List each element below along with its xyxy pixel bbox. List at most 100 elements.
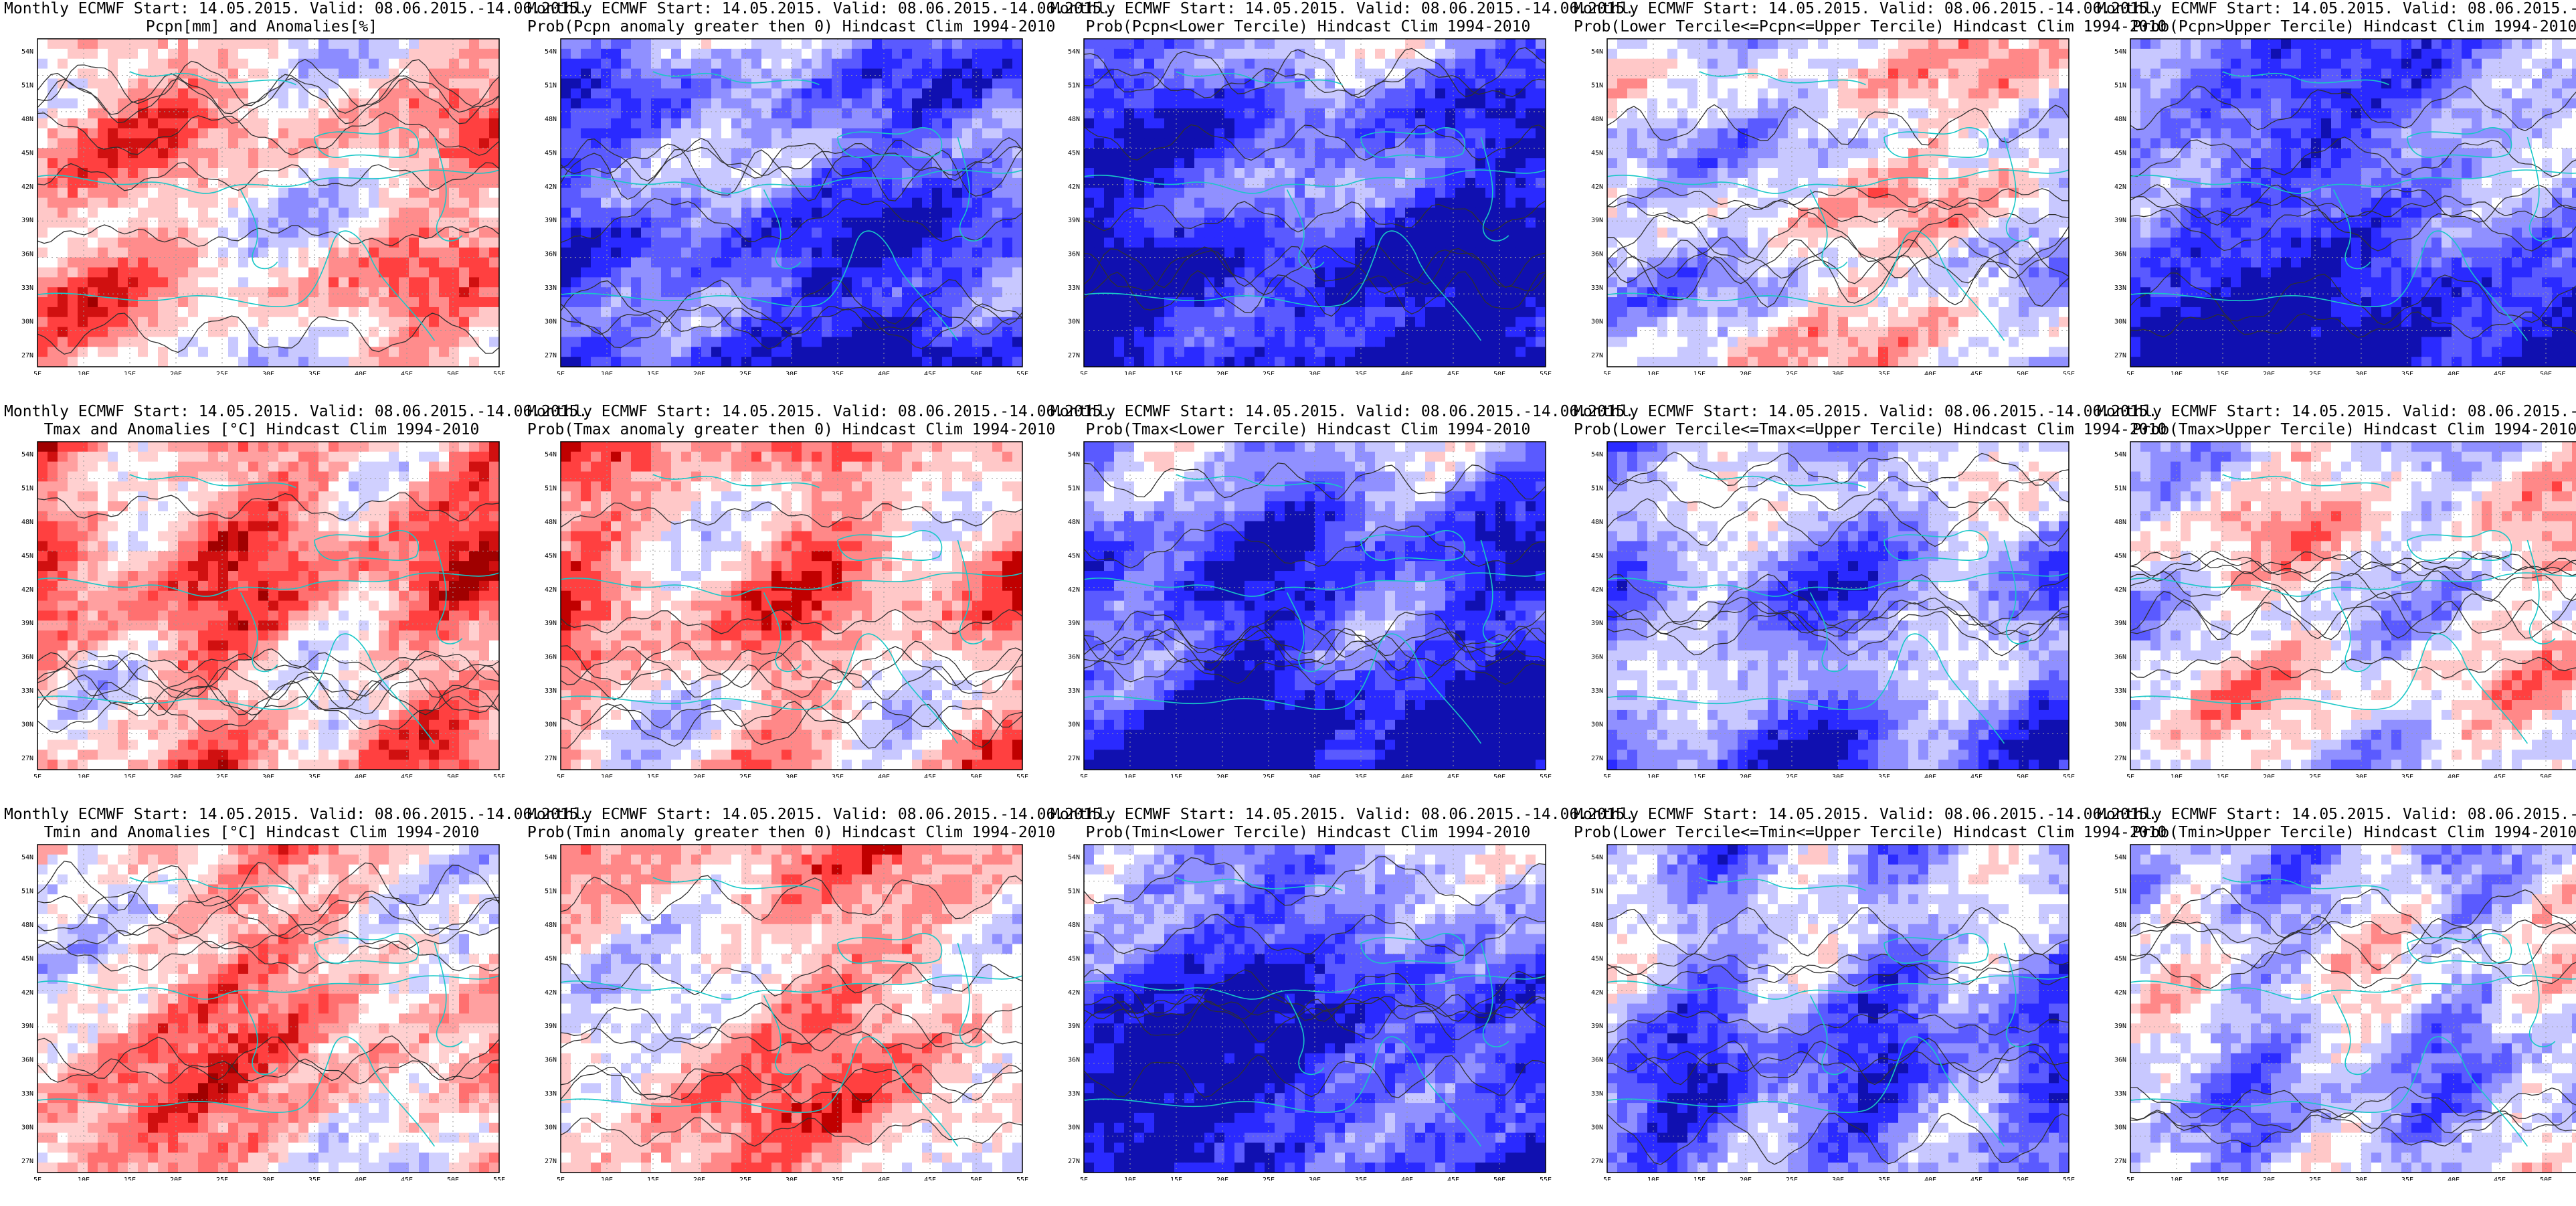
panel-title-line1: Monthly ECMWF Start: 14.05.2015. Valid: … (1050, 0, 1566, 18)
lon-tick-label: 15E (1693, 774, 1706, 778)
lat-tick-label: 27N (1068, 352, 1080, 359)
lat-tick-label: 48N (21, 922, 33, 929)
lat-tick-label: 51N (1591, 887, 1603, 895)
lat-tick-label: 54N (21, 48, 33, 56)
lon-tick-label: 35E (1355, 1177, 1367, 1181)
lon-tick-label: 30E (786, 1177, 798, 1181)
panel-title: Monthly ECMWF Start: 14.05.2015. Valid: … (4, 0, 519, 36)
lat-tick-label: 42N (1591, 989, 1603, 997)
lon-tick-label: 45E (1447, 371, 1459, 375)
lat-tick-label: 42N (2114, 586, 2126, 594)
lat-tick-label: 30N (21, 1124, 33, 1132)
lat-tick-label: 27N (21, 1158, 33, 1165)
lon-tick-label: 15E (1170, 371, 1182, 375)
lon-tick-label: 35E (1355, 774, 1367, 778)
panel-title: Monthly ECMWF Start: 14.05.2015. Valid: … (2097, 806, 2576, 842)
lon-tick-label: 25E (739, 774, 751, 778)
lon-tick-label: 5E (1603, 774, 1611, 778)
panel-title-line1: Monthly ECMWF Start: 14.05.2015. Valid: … (1574, 0, 2089, 18)
lon-tick-label: 30E (262, 1177, 274, 1181)
lon-tick-label: 25E (739, 1177, 751, 1181)
lat-tick-label: 33N (1591, 284, 1603, 292)
lat-tick-label: 48N (1068, 519, 1080, 526)
lat-tick-label: 45N (545, 955, 557, 962)
panel-title-line1: Monthly ECMWF Start: 14.05.2015. Valid: … (4, 806, 519, 824)
lat-tick-label: 39N (1068, 217, 1080, 224)
lon-tick-label: 30E (262, 371, 274, 375)
lat-tick-label: 36N (21, 1057, 33, 1064)
lon-tick-label: 5E (1080, 774, 1088, 778)
lat-tick-label: 27N (545, 352, 557, 359)
field-raster (2130, 39, 2576, 367)
lat-tick-label: 27N (1591, 755, 1603, 762)
panel-title-line2: Prob(Lower Tercile<=Pcpn<=Upper Tercile)… (1574, 18, 2089, 36)
lon-tick-label: 55E (493, 371, 505, 375)
lat-tick-label: 51N (1591, 82, 1603, 89)
lat-tick-label: 36N (1591, 1057, 1603, 1064)
panel-title-line1: Monthly ECMWF Start: 14.05.2015. Valid: … (1050, 806, 1566, 824)
panel-title-line2: Prob(Pcpn anomaly greater then 0) Hindca… (527, 18, 1042, 36)
lon-tick-label: 40E (355, 371, 367, 375)
panel-title-line2: Tmax and Anomalies [°C] Hindcast Clim 19… (4, 421, 519, 439)
lon-tick-label: 10E (1647, 1177, 1659, 1181)
panel-title-line2: Prob(Lower Tercile<=Tmax<=Upper Tercile)… (1574, 421, 2089, 439)
lat-tick-label: 48N (1591, 519, 1603, 526)
panel-title-line2: Prob(Tmax>Upper Tercile) Hindcast Clim 1… (2097, 421, 2576, 439)
lat-tick-label: 39N (2114, 217, 2126, 224)
lat-tick-label: 48N (545, 519, 557, 526)
lon-tick-label: 15E (2217, 774, 2229, 778)
lon-tick-label: 40E (355, 774, 367, 778)
lat-tick-label: 48N (545, 922, 557, 929)
lon-tick-label: 50E (2540, 774, 2552, 778)
lon-tick-label: 50E (447, 371, 459, 375)
lon-tick-label: 35E (1878, 371, 1890, 375)
lat-tick-label: 39N (1591, 620, 1603, 627)
lat-tick-label: 51N (2114, 485, 2126, 492)
lat-tick-label: 39N (21, 1023, 33, 1030)
lat-tick-label: 33N (2114, 1090, 2126, 1098)
lat-tick-label: 30N (21, 721, 33, 729)
lat-tick-label: 48N (21, 519, 33, 526)
lat-tick-label: 42N (21, 183, 33, 191)
lat-tick-label: 48N (1068, 922, 1080, 929)
lat-tick-label: 51N (545, 485, 557, 492)
lat-tick-label: 27N (1591, 1158, 1603, 1165)
lat-tick-label: 48N (1591, 922, 1603, 929)
lat-tick-label: 27N (545, 755, 557, 762)
lon-tick-label: 15E (2217, 371, 2229, 375)
lon-tick-label: 10E (2171, 774, 2183, 778)
lat-tick-label: 36N (545, 1057, 557, 1064)
lon-tick-label: 30E (1309, 1177, 1321, 1181)
lon-tick-label: 25E (739, 371, 751, 375)
panel-title: Monthly ECMWF Start: 14.05.2015. Valid: … (4, 806, 519, 842)
lon-tick-label: 30E (1832, 1177, 1844, 1181)
lon-tick-label: 35E (308, 1177, 320, 1181)
lon-tick-label: 55E (1540, 774, 1552, 778)
lat-tick-label: 54N (21, 854, 33, 861)
lon-tick-label: 40E (355, 1177, 367, 1181)
lon-tick-label: 5E (557, 371, 565, 375)
panel-title-line2: Prob(Tmin>Upper Tercile) Hindcast Clim 1… (2097, 824, 2576, 842)
lon-tick-label: 15E (124, 371, 136, 375)
lon-tick-label: 10E (2171, 1177, 2183, 1181)
lat-tick-label: 33N (21, 284, 33, 292)
lon-tick-label: 25E (216, 371, 228, 375)
lat-tick-label: 42N (21, 586, 33, 594)
lat-tick-label: 36N (1068, 654, 1080, 661)
lat-tick-label: 51N (21, 82, 33, 89)
lat-tick-label: 30N (2114, 319, 2126, 326)
